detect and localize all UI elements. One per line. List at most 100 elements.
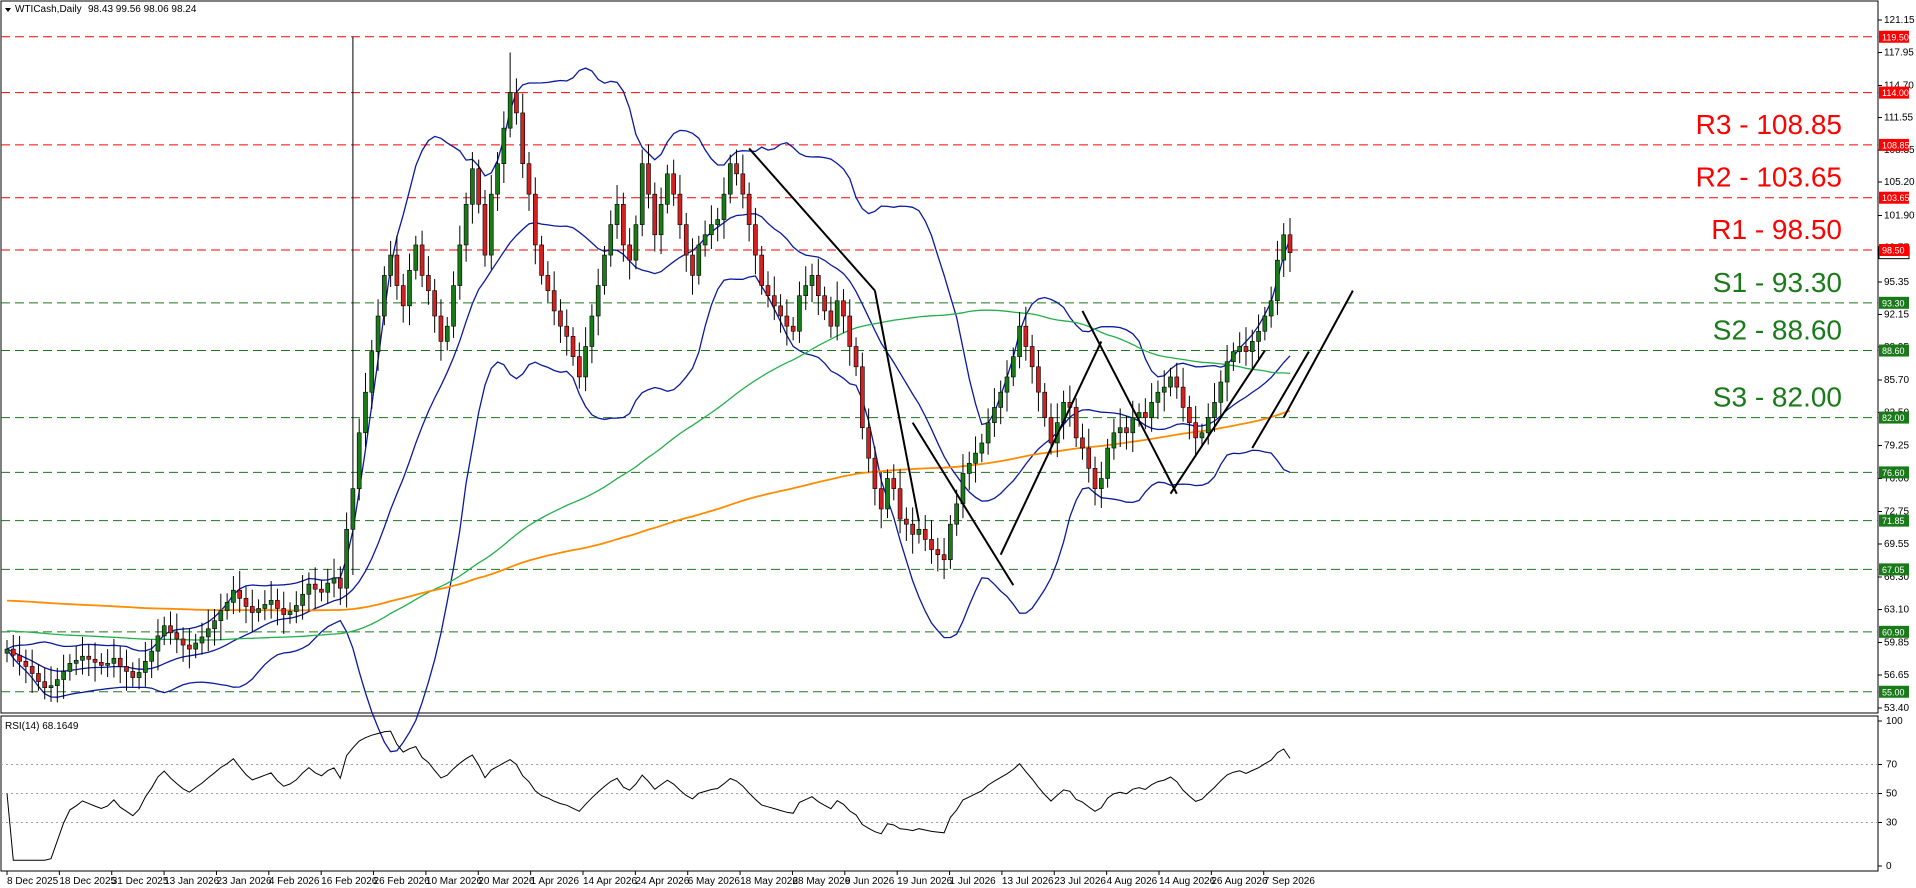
candle-up [608,224,614,256]
candle-down [551,290,557,312]
candle-up [998,391,1003,408]
candle-down [1143,412,1148,418]
candle-up [205,628,211,638]
candle-up [1111,432,1117,449]
candle-up [1249,341,1255,352]
candle-up [463,204,469,246]
candle-down [426,275,431,291]
candle-down [860,366,865,429]
price-tick-label: 53.40 [1884,703,1909,714]
moving-average-green-line [6,309,1291,641]
candle-down [847,315,853,347]
candle-up [48,685,54,688]
candle-down [187,644,192,650]
time-tick-label: 23 Jul 2026 [1054,876,1106,887]
candle-down [1187,407,1192,423]
candle-up [149,650,154,662]
candle-down [1036,366,1041,393]
candle-up [501,127,507,164]
price-tick-label: 69.55 [1884,539,1909,550]
level-price-tag [1879,466,1909,479]
time-tick-label: 24 Apr 2026 [635,876,689,887]
candle-down [922,528,928,540]
candle-up [1155,391,1161,403]
candle-down [1174,376,1180,388]
candle-up [1212,402,1217,418]
candle-up [696,244,702,276]
candle-down [10,648,16,656]
price-tick-label: 117.95 [1884,47,1914,58]
candle-down [130,671,136,678]
candle-up [55,679,60,686]
candle-down [36,673,41,682]
candle-down [627,244,632,261]
candle-up [1105,447,1110,479]
candle-down [910,523,915,535]
bollinger-middle-line [6,213,1291,672]
trendline [873,290,920,522]
time-tick-label: 31 Dec 2025 [112,876,169,887]
candle-down [23,660,29,667]
rsi-label: RSI(14) 68.1649 [5,721,79,732]
candle-up [1199,432,1205,439]
candle-up [602,254,607,286]
collapse-triangle-icon[interactable] [5,8,11,12]
candle-up [136,672,142,678]
candle-up [488,193,494,256]
candle-up [1205,417,1211,434]
candle-down [558,310,563,327]
candle-down [42,681,48,688]
candle-up [797,295,802,332]
candle-down [249,606,255,613]
candle-up [727,163,733,195]
candle-up [1275,259,1280,302]
candle-up [885,478,890,510]
candle-up [495,163,500,195]
price-tick-label: 121.15 [1884,15,1915,26]
price-tick-label: 63.10 [1884,604,1909,615]
candle-down [866,427,871,459]
candle-down [771,295,777,307]
trendline [1081,310,1178,495]
candle-down [872,457,878,489]
candle-down [935,549,941,555]
level-price-tag [1879,244,1909,257]
candle-down [790,325,796,332]
candle-up [633,224,639,261]
candle-up [639,163,645,225]
time-tick-label: 7 Sep 2026 [1264,876,1316,887]
candle-down [1048,417,1054,444]
candle-down [17,654,22,662]
price-tick-label: 56.65 [1884,670,1909,681]
price-tick-label: 59.85 [1884,638,1909,649]
candle-up [709,224,714,236]
candle-down [828,310,834,327]
time-tick-label: 1 Jul 2026 [950,876,997,887]
price-tick-label: 95.35 [1884,277,1909,288]
candle-up [212,620,217,630]
candle-up [325,582,331,593]
candle-up [287,611,293,615]
level-price-tag-label: 76.60 [1882,468,1905,478]
candle-up [457,244,463,286]
candle-down [621,204,626,246]
time-tick-label: 26 Aug 2026 [1211,876,1268,887]
candle-down [1180,386,1186,408]
candle-down [124,666,129,672]
candle-up [155,635,161,652]
candle-down [1042,391,1048,418]
price-tick-label: 92.15 [1884,309,1909,320]
candle-up [589,315,595,347]
level-price-tag [1879,296,1909,309]
candle-up [470,168,475,205]
candle-up [73,659,79,664]
candle-down [281,608,287,615]
candle-up [1237,346,1242,352]
candle-up [1168,376,1173,388]
candle-down [822,295,827,312]
candle-down [526,163,532,195]
candle-down [677,193,683,225]
candle-down [476,168,481,205]
